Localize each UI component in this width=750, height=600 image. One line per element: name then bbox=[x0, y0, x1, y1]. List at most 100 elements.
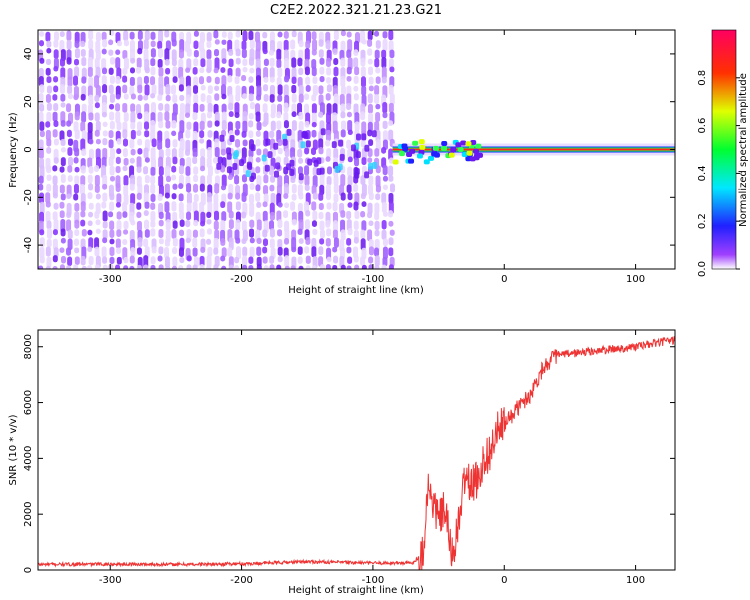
spectrogram-cell bbox=[45, 121, 50, 128]
x-tick-label: 0 bbox=[501, 575, 507, 586]
snr-panel: -300 -200 -100 0 100 02000400060008000 Heigh… bbox=[8, 330, 675, 596]
spectrogram-cell bbox=[372, 162, 377, 169]
spectrogram-cell bbox=[269, 50, 274, 56]
spectrogram-cell bbox=[61, 238, 66, 244]
spectrogram-cell bbox=[338, 140, 343, 147]
spectrogram-cell bbox=[123, 30, 128, 41]
spectrogram-cell bbox=[145, 84, 150, 95]
spectrogram-cell bbox=[151, 256, 156, 264]
spectrogram-cell bbox=[130, 158, 135, 164]
spectrogram-cell bbox=[207, 130, 212, 138]
spectrogram-cell bbox=[402, 146, 408, 151]
spectrogram-cell bbox=[364, 171, 369, 178]
spectrogram-cell bbox=[348, 228, 353, 235]
spectrogram-cell bbox=[263, 103, 268, 112]
spectrogram-cell bbox=[45, 32, 50, 42]
spectrogram-cell bbox=[47, 103, 52, 111]
spectrogram-cell bbox=[332, 247, 337, 253]
spectrogram-cell bbox=[193, 85, 198, 94]
spectrogram-cell bbox=[108, 49, 113, 55]
spectrogram-cell bbox=[214, 86, 219, 92]
spectrogram-cell bbox=[95, 130, 100, 137]
spectrogram-cell bbox=[109, 156, 114, 166]
spectrogram-cell bbox=[166, 148, 171, 157]
spectrogram-cell bbox=[214, 221, 219, 230]
spectrogram-cell bbox=[185, 67, 190, 72]
spectrogram-cell bbox=[334, 237, 339, 247]
spectrogram-cell bbox=[431, 152, 437, 157]
spectrogram-cell bbox=[109, 229, 114, 237]
colorbar-gradient bbox=[712, 30, 736, 269]
spectrogram-cell bbox=[80, 211, 85, 218]
spectrogram-cell bbox=[103, 221, 108, 229]
spectrogram-cell bbox=[137, 139, 142, 146]
spectrogram-cell bbox=[206, 239, 211, 245]
spectrogram-cell bbox=[348, 192, 353, 200]
spectrogram-cell bbox=[368, 67, 373, 76]
spectrogram-cell bbox=[228, 49, 233, 56]
spectrogram-cell bbox=[96, 194, 101, 200]
spectrogram-cell bbox=[102, 256, 107, 263]
spectrogram-cell bbox=[292, 77, 297, 84]
spectrogram-cell bbox=[383, 121, 388, 129]
spectrogram-cell bbox=[171, 120, 176, 129]
spectrogram-cell bbox=[409, 149, 415, 154]
spectrogram-cell bbox=[207, 174, 212, 184]
spectrogram-cell bbox=[341, 193, 346, 201]
y-tick-label: 20 bbox=[23, 95, 34, 108]
spectrogram-cell bbox=[150, 211, 155, 222]
spectrogram-cell bbox=[110, 166, 115, 176]
spectrogram-cell bbox=[327, 202, 332, 209]
spectrogram-cell bbox=[263, 256, 268, 263]
spectrogram-cell bbox=[109, 201, 114, 210]
spectrogram-cell bbox=[96, 229, 101, 234]
spectrogram-cell bbox=[262, 155, 267, 162]
spectrogram-cell bbox=[341, 129, 346, 137]
spectrogram-cell bbox=[388, 175, 393, 182]
y-tick-label: 40 bbox=[23, 48, 34, 61]
spectrogram-cell bbox=[374, 94, 379, 104]
spectrogram-cell bbox=[53, 266, 58, 278]
spectrogram-cell bbox=[353, 202, 358, 211]
spectrogram-cell bbox=[158, 229, 163, 238]
spectrogram-cell bbox=[60, 94, 65, 102]
spectrogram-cell bbox=[194, 31, 199, 37]
spectrogram-cell bbox=[312, 67, 317, 76]
spectrogram-cell bbox=[59, 202, 64, 209]
spectrogram-cell bbox=[333, 48, 338, 55]
spectrogram-cell bbox=[46, 266, 51, 275]
spectrogram-cell bbox=[185, 130, 190, 139]
colorbar-tick-label: 0.0 bbox=[697, 261, 708, 277]
spectrogram-cell bbox=[354, 237, 359, 244]
spectrogram-cell bbox=[164, 201, 169, 212]
spectrogram-cell bbox=[326, 67, 331, 75]
spectrogram-cell bbox=[250, 183, 255, 190]
spectrogram-cell bbox=[353, 57, 358, 67]
spectrogram-cell bbox=[173, 139, 178, 148]
spectrogram-cell bbox=[234, 175, 239, 185]
spectrogram-cell bbox=[289, 160, 294, 167]
spectrogram-cell bbox=[361, 157, 366, 165]
spectrogram-cell bbox=[382, 102, 387, 113]
spectrogram-cell bbox=[179, 49, 184, 58]
spectrogram-cell bbox=[263, 201, 268, 207]
spectrogram-cell bbox=[115, 49, 120, 54]
spectrogram-cell bbox=[122, 239, 127, 245]
spectrogram-cell bbox=[123, 138, 128, 146]
spectrogram-cell bbox=[275, 162, 280, 169]
spectrogram-cell bbox=[145, 175, 150, 183]
spectrogram-cell bbox=[388, 247, 393, 256]
spectrogram-cell bbox=[67, 147, 72, 156]
spectrogram-cell bbox=[185, 220, 190, 227]
spectrogram-cell bbox=[220, 256, 225, 262]
spectrogram-cell bbox=[326, 264, 331, 272]
spectrogram-cell bbox=[361, 220, 366, 231]
spectrogram-cell bbox=[82, 229, 87, 237]
spectrogram-cell bbox=[200, 48, 205, 60]
spectrogram-cell bbox=[213, 157, 218, 164]
spectrogram-cell bbox=[39, 31, 44, 37]
spectrogram-cell bbox=[193, 148, 198, 158]
spectrogram-cell bbox=[102, 84, 107, 93]
spectrogram-cell bbox=[361, 133, 366, 140]
spectrogram-cell bbox=[326, 130, 331, 141]
